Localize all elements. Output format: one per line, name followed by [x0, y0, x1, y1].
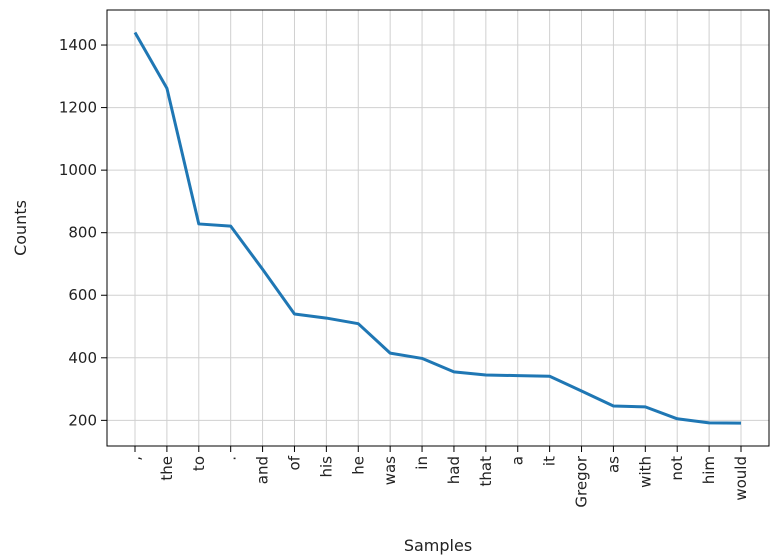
- plot-series: [133, 31, 742, 425]
- x-tick-label: Gregor: [573, 455, 591, 507]
- x-tick-label: ,: [126, 456, 144, 461]
- x-tick-label: in: [413, 456, 431, 470]
- y-tick-label: 1400: [59, 36, 97, 54]
- plot-frame: [106, 9, 770, 447]
- x-tick-label: his: [317, 456, 335, 478]
- x-tick-label: to: [190, 456, 208, 471]
- x-tick-label: was: [381, 456, 399, 485]
- x-tick-label: that: [477, 456, 495, 487]
- x-tick-label: .: [222, 456, 240, 461]
- y-axis-label: Counts: [11, 200, 30, 256]
- x-tick-label: and: [254, 456, 272, 484]
- y-tick-label: 1000: [59, 161, 97, 179]
- grid-lines: [107, 10, 769, 446]
- x-tick-label: would: [732, 456, 750, 501]
- x-tick-label: had: [445, 456, 463, 484]
- x-tick-label: as: [604, 456, 622, 473]
- x-tick-label: it: [541, 456, 559, 466]
- x-axis-ticks: , the to. and of his he was in had that a it Gregor as…: [126, 446, 750, 508]
- x-tick-label: with: [636, 456, 654, 488]
- x-tick-label: of: [285, 455, 303, 470]
- x-tick-label: not: [668, 456, 686, 481]
- series-line: [133, 31, 742, 425]
- x-axis-label: Samples: [404, 536, 472, 555]
- y-tick-label: 600: [68, 286, 97, 304]
- y-tick-label: 200: [68, 411, 97, 429]
- x-tick-label: him: [700, 456, 718, 484]
- x-tick-label: he: [349, 456, 367, 475]
- x-tick-label: a: [509, 456, 527, 465]
- y-tick-label: 400: [68, 349, 97, 367]
- x-tick-label: the: [158, 456, 176, 481]
- y-tick-label: 800: [68, 224, 97, 242]
- y-axis-ticks: 200 400 600 800 1000 1200 1400: [59, 36, 107, 429]
- y-tick-label: 1200: [59, 99, 97, 117]
